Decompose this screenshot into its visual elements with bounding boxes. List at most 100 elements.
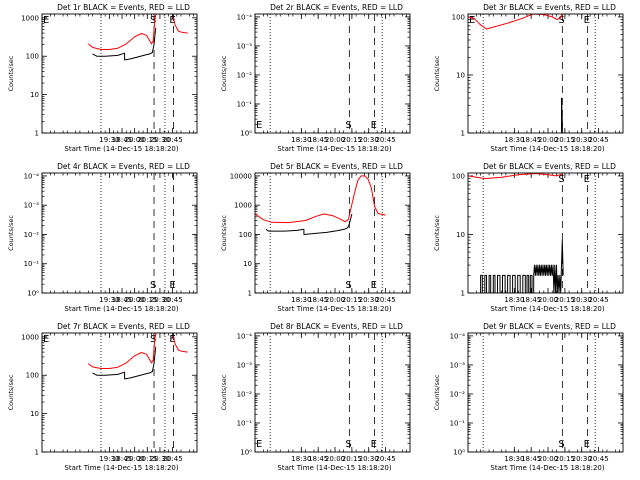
x-tick-label: 20:00 [538, 455, 558, 463]
marker-label-E: E [371, 280, 377, 291]
y-tick-label: 10⁰ [240, 449, 252, 457]
x-tick-label: 18:45 [521, 136, 541, 144]
panel-title: Det 9r BLACK = Events, RED = LLD [483, 322, 616, 331]
plot-frame [41, 13, 198, 134]
y-tick-label: 100 [239, 231, 252, 239]
x-tick-label: 20:15 [555, 136, 575, 144]
y-tick-label: 10⁰ [240, 130, 252, 138]
plot-frame [467, 172, 624, 294]
events-series-line [92, 346, 157, 380]
x-tick-label: 20:15 [137, 296, 157, 304]
y-tick-label: 10⁻¹ [24, 260, 40, 268]
y-tick-label: 10⁰ [27, 290, 39, 298]
y-tick-label: 1 [35, 449, 39, 457]
x-tick-label: 18:45 [308, 136, 328, 144]
panel-det-6r: Det 6r BLACK = Events, RED = LLD 1 10 100 18… [433, 162, 624, 313]
lld-series-line [172, 17, 188, 34]
x-tick-label: 20:00 [538, 296, 558, 304]
y-tick-label: 10⁻¹ [237, 100, 253, 108]
x-tick-label: 19:30 [99, 296, 119, 304]
marker-label-S: S [558, 439, 564, 450]
x-tick-label: 20:15 [342, 136, 362, 144]
x-tick-label: 20:00 [538, 136, 558, 144]
x-tick-label: 20:15 [342, 455, 362, 463]
x-tick-label: 20:15 [137, 136, 157, 144]
plot-frame [467, 332, 624, 453]
y-axis-label: Counts/sec [433, 55, 441, 91]
x-tick-label: 20:30 [359, 136, 379, 144]
y-axis-label: Counts/sec [7, 374, 15, 410]
y-tick-label: 10⁻² [450, 390, 466, 398]
y-tick-label: 10⁻⁴ [450, 332, 466, 340]
marker-label-E: E [371, 120, 377, 131]
x-tick-label: 20:15 [555, 455, 575, 463]
x-tick-label: 20:30 [150, 136, 170, 144]
x-tick-label: 18:30 [504, 296, 524, 304]
x-tick-label: 18:45 [521, 296, 541, 304]
y-tick-label: 1000 [234, 202, 252, 210]
x-tick-label: 20:45 [375, 455, 395, 463]
marker-label-E: E [584, 174, 590, 185]
x-tick-label: 20:30 [359, 296, 379, 304]
panel-det-5r: Det 5r BLACK = Events, RED = LLD 1 10 100 10… [220, 162, 411, 313]
x-tick-label: 20:45 [375, 136, 395, 144]
y-tick-label: 100 [26, 372, 39, 380]
marker-label-S: S [345, 280, 351, 291]
x-axis-label: Start Time (14-Dec-15 18:18:20) [277, 145, 391, 153]
left-edge-marker: E [469, 15, 475, 26]
marker-label-E: E [584, 439, 590, 450]
panel-det-2r: Det 2r BLACK = Events, RED = LLD 10⁰ 10⁻¹ 1… [220, 3, 411, 153]
y-tick-label: 10000 [230, 172, 252, 180]
x-tick-label: 18:45 [112, 136, 132, 144]
x-tick-label: 20:00 [325, 455, 345, 463]
x-tick-label: 19:30 [99, 136, 119, 144]
plot-frame [467, 13, 624, 134]
panel-det-8r: Det 8r BLACK = Events, RED = LLD 10⁰ 10⁻¹ 1… [220, 322, 411, 472]
y-tick-label: 10 [456, 231, 465, 239]
x-tick-label: 20:30 [150, 296, 170, 304]
x-tick-label: 18:30 [504, 455, 524, 463]
x-tick-label: 18:45 [308, 296, 328, 304]
lld-series-line [468, 173, 563, 180]
panel-title: Det 3r BLACK = Events, RED = LLD [483, 3, 616, 12]
marker-label-E: E [169, 280, 175, 291]
x-tick-label: 18:30 [291, 455, 311, 463]
marker-label-S: S [150, 15, 156, 26]
y-tick-label: 10⁻⁴ [237, 13, 253, 21]
y-tick-label: 1 [35, 130, 39, 138]
x-tick-label: 18:45 [112, 296, 132, 304]
y-tick-label: 10⁻² [237, 71, 253, 79]
marker-label-S: S [150, 334, 156, 345]
x-axis-label: Start Time (14-Dec-15 18:18:20) [490, 145, 604, 153]
x-tick-label: 18:30 [504, 136, 524, 144]
x-axis-label: Start Time (14-Dec-15 18:18:20) [490, 305, 604, 313]
x-tick-label: 20:30 [359, 455, 379, 463]
panel-title: Det 1r BLACK = Events, RED = LLD [57, 3, 190, 12]
y-tick-label: 1000 [21, 333, 39, 341]
plot-frame [41, 332, 198, 453]
y-axis-label: Counts/sec [220, 374, 228, 410]
y-tick-label: 10⁻¹ [450, 419, 466, 427]
x-tick-label: 20:30 [572, 136, 592, 144]
y-axis-label: Counts/sec [220, 215, 228, 251]
left-edge-marker: E [256, 120, 262, 131]
y-axis-label: Counts/sec [220, 55, 228, 91]
panel-title: Det 4r BLACK = Events, RED = LLD [57, 162, 190, 171]
y-tick-label: 10⁻³ [237, 42, 253, 50]
x-tick-label: 20:15 [555, 296, 575, 304]
y-tick-label: 10 [30, 91, 39, 99]
y-tick-label: 10⁻¹ [237, 419, 253, 427]
panel-title: Det 8r BLACK = Events, RED = LLD [270, 322, 403, 331]
left-edge-marker: E [256, 439, 262, 450]
x-axis-label: Start Time (14-Dec-15 18:18:20) [64, 305, 178, 313]
x-axis-label: Start Time (14-Dec-15 18:18:20) [277, 464, 391, 472]
marker-label-S: S [150, 280, 156, 291]
y-tick-label: 1 [461, 290, 465, 298]
x-axis-label: Start Time (14-Dec-15 18:18:20) [490, 464, 604, 472]
plot-frame [254, 172, 411, 294]
y-tick-label: 10⁰ [453, 449, 465, 457]
x-tick-label: 20:45 [588, 136, 608, 144]
panel-title: Det 5r BLACK = Events, RED = LLD [270, 162, 403, 171]
y-tick-label: 100 [26, 53, 39, 61]
